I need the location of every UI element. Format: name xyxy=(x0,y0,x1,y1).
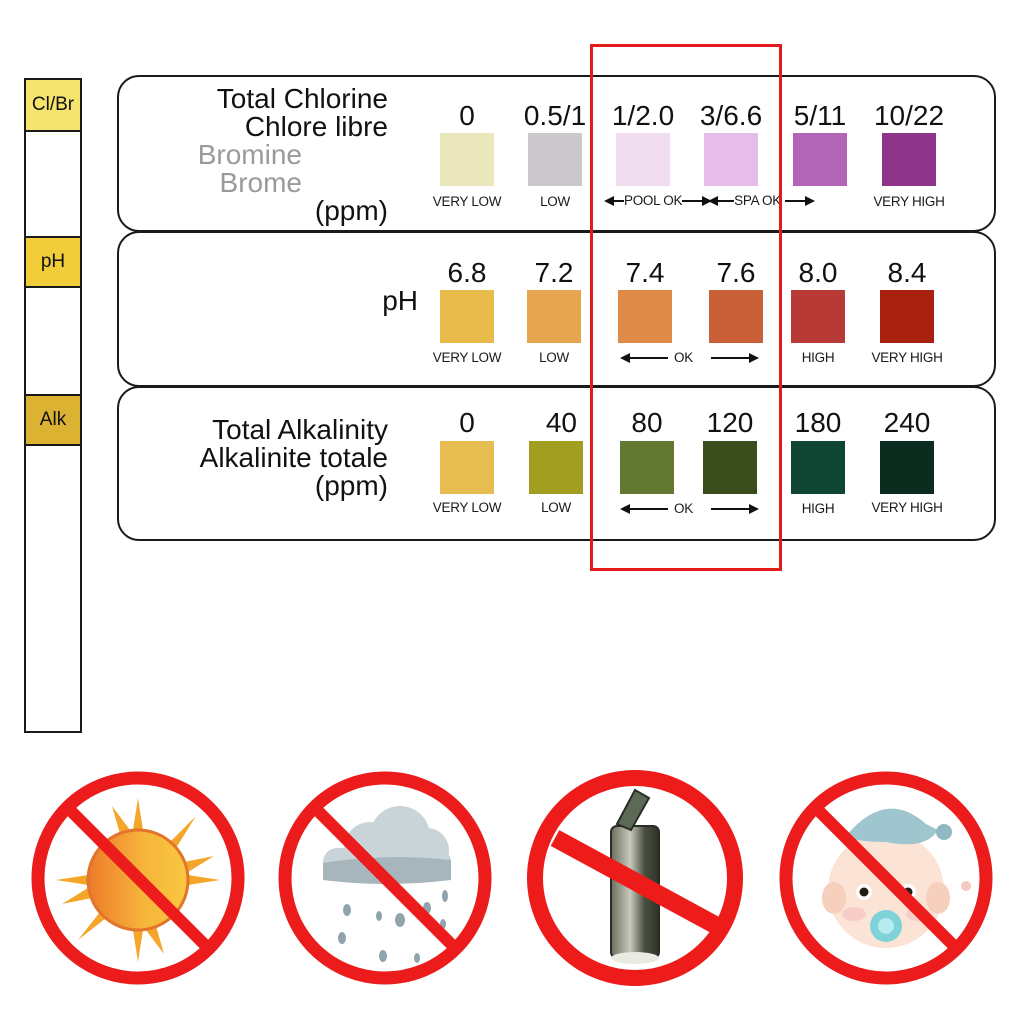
scale-value: 0 xyxy=(459,407,475,438)
arrow-left-icon xyxy=(620,503,668,514)
color-swatch xyxy=(528,133,582,186)
level-label: VERY LOW xyxy=(432,500,502,515)
arrow-right-icon xyxy=(710,503,759,514)
range-label: OK xyxy=(674,501,693,516)
arrow-left-icon xyxy=(708,195,735,206)
color-swatch xyxy=(618,290,672,343)
subtitle-line: Brome xyxy=(219,167,302,198)
arrow-left-icon xyxy=(604,195,624,206)
scale-value: 8.4 xyxy=(887,257,927,288)
level-label: LOW xyxy=(540,194,570,209)
scale-value: 6.8 xyxy=(447,257,487,288)
strip-pad-label: Cl/Br xyxy=(31,94,75,115)
title-line: Chlore libre xyxy=(244,111,388,142)
scale-value: 0.5/1 xyxy=(523,100,587,131)
color-swatch xyxy=(440,441,494,494)
color-swatch xyxy=(709,290,763,343)
arrow-left-icon xyxy=(620,352,668,363)
level-label: VERY LOW xyxy=(432,350,502,365)
range-label: OK xyxy=(674,350,693,365)
pool-ok-range: POOL OK SPA OK xyxy=(604,193,815,208)
strip-pad-label: pH xyxy=(40,251,66,272)
color-swatch xyxy=(703,441,757,494)
level-label: HIGH xyxy=(801,350,835,365)
panel-title: pH xyxy=(382,287,418,315)
strip-pad-chlorine: Cl/Br xyxy=(26,80,80,132)
panel-title: Total Alkalinity Alkalinite totale (ppm) xyxy=(200,416,388,500)
no-children-icon xyxy=(779,771,993,985)
level-label: VERY HIGH xyxy=(871,350,943,365)
scale-value: 1/2.0 xyxy=(611,100,675,131)
scale-value: 7.6 xyxy=(716,257,756,288)
title-line: pH xyxy=(382,285,418,316)
level-label: LOW xyxy=(541,500,571,515)
arrow-right-icon xyxy=(682,195,713,206)
scale-value: 80 xyxy=(631,407,663,438)
color-swatch xyxy=(704,133,758,186)
color-swatch xyxy=(791,441,845,494)
subtitle-line: Bromine xyxy=(197,139,302,170)
range-label: POOL OK xyxy=(624,193,683,208)
scale-value: 5/11 xyxy=(793,100,847,131)
scale-value: 40 xyxy=(545,407,577,438)
scale-value: 7.4 xyxy=(625,257,665,288)
color-swatch xyxy=(880,290,934,343)
scale-value: 3/6.6 xyxy=(699,100,763,131)
alk-ok-range: OK xyxy=(620,501,759,516)
level-label: VERY HIGH xyxy=(873,194,945,209)
no-rain-icon xyxy=(278,771,492,985)
color-swatch xyxy=(440,133,494,186)
title-line: Total Chlorine xyxy=(216,83,388,114)
scale-value: 240 xyxy=(883,407,931,438)
color-swatch xyxy=(620,441,674,494)
color-swatch xyxy=(616,133,670,186)
color-swatch xyxy=(880,441,934,494)
scale-value: 180 xyxy=(794,407,842,438)
arrow-right-icon xyxy=(710,352,759,363)
panel-title: Total Chlorine Chlore libre Bromine Brom… xyxy=(198,85,388,225)
title-line: Alkalinite totale xyxy=(199,442,388,473)
strip-pad-ph: pH xyxy=(26,236,80,288)
scale-value: 0 xyxy=(459,100,475,131)
panel-chlorine: Total Chlorine Chlore libre Bromine Brom… xyxy=(117,75,996,232)
color-swatch xyxy=(529,441,583,494)
title-line: Total Alkalinity xyxy=(212,414,388,445)
strip-pad-label: Alk xyxy=(39,409,67,430)
scale-value: 10/22 xyxy=(873,100,945,131)
scale-value: 120 xyxy=(706,407,754,438)
level-label: HIGH xyxy=(801,501,835,516)
level-label: VERY HIGH xyxy=(871,500,943,515)
color-swatch xyxy=(440,290,494,343)
range-label: SPA OK xyxy=(734,193,781,208)
test-strip: Cl/Br pH Alk xyxy=(24,78,82,733)
scale-value: 7.2 xyxy=(534,257,574,288)
level-label: LOW xyxy=(539,350,569,365)
unit-label: (ppm) xyxy=(314,195,388,226)
color-swatch xyxy=(527,290,581,343)
color-swatch xyxy=(882,133,936,186)
strip-pad-alkalinity: Alk xyxy=(26,394,80,446)
color-swatch xyxy=(791,290,845,343)
unit-label: (ppm) xyxy=(314,470,388,501)
scale-value: 8.0 xyxy=(798,257,838,288)
no-open-container-icon xyxy=(527,770,743,986)
ph-ok-range: OK xyxy=(620,350,759,365)
level-label: VERY LOW xyxy=(432,194,502,209)
arrow-right-icon xyxy=(784,195,815,206)
color-swatch xyxy=(793,133,847,186)
no-sun-icon xyxy=(31,771,245,985)
